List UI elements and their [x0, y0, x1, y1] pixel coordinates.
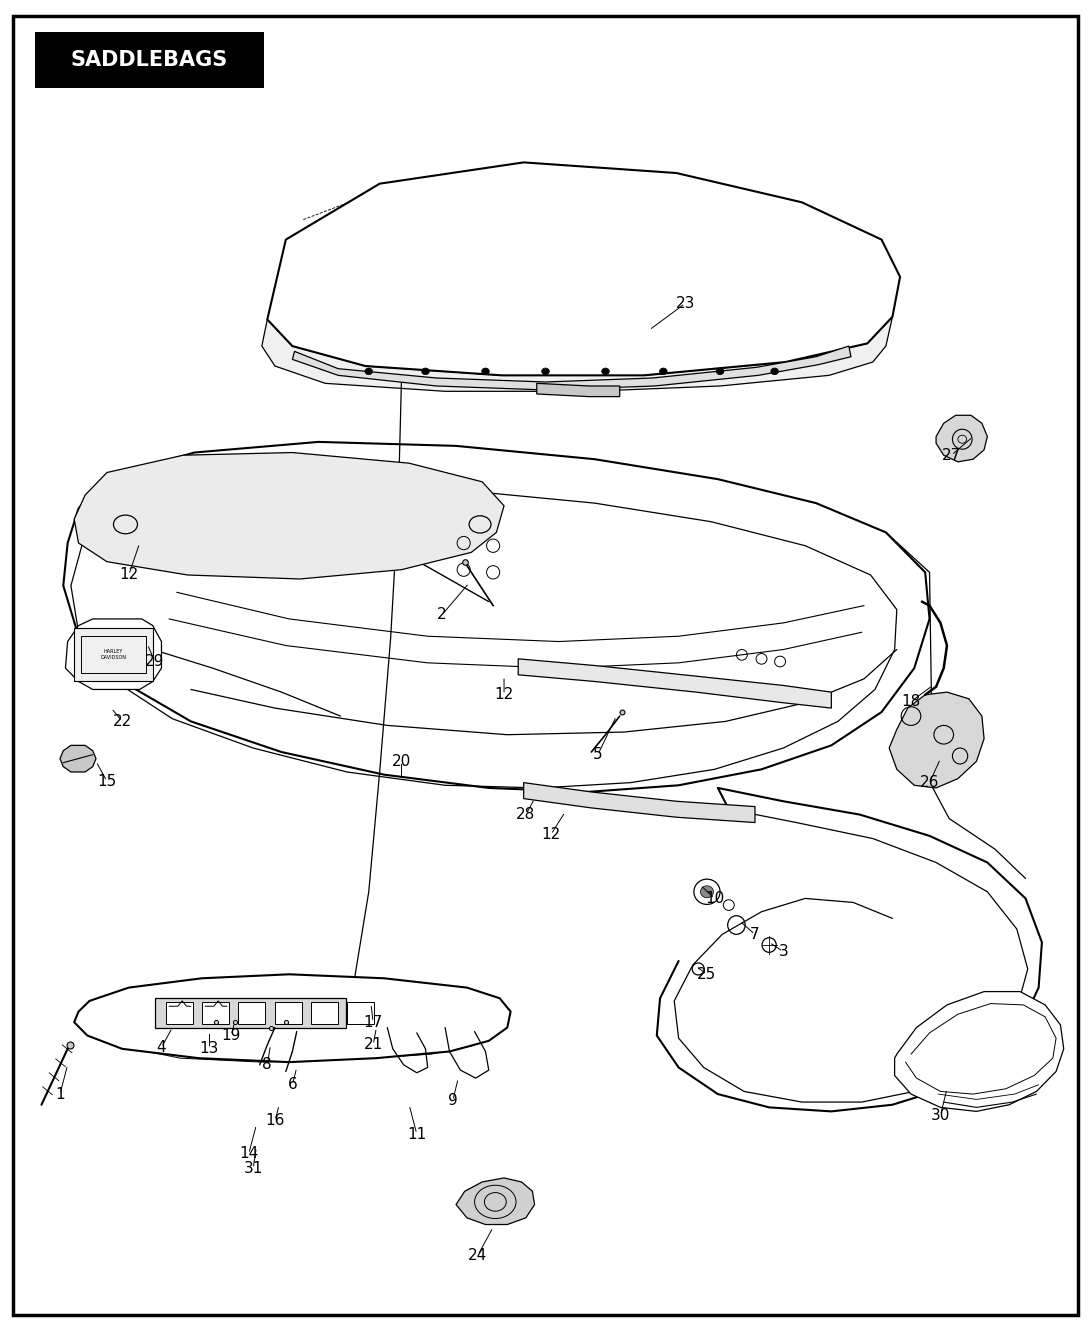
Text: 8: 8 [263, 1057, 272, 1073]
Polygon shape [524, 783, 755, 823]
Bar [275, 1002, 302, 1024]
Text: HARLEY
DAVIDSON: HARLEY DAVIDSON [100, 650, 127, 660]
Ellipse shape [422, 367, 430, 375]
Text: 20: 20 [392, 753, 411, 769]
Text: 12: 12 [541, 827, 561, 843]
Bar [74, 628, 153, 681]
Text: 26: 26 [920, 775, 939, 791]
Polygon shape [74, 974, 511, 1062]
Ellipse shape [542, 367, 549, 375]
Text: 30: 30 [931, 1107, 950, 1123]
Text: 11: 11 [407, 1126, 427, 1142]
Polygon shape [267, 162, 900, 375]
Bar [166, 1002, 193, 1024]
Text: 31: 31 [243, 1161, 263, 1177]
Bar [238, 1002, 265, 1024]
Text: 1: 1 [56, 1086, 64, 1102]
Text: 29: 29 [145, 654, 165, 669]
Text: 23: 23 [675, 295, 695, 311]
Ellipse shape [659, 367, 667, 375]
Text: 18: 18 [901, 693, 921, 709]
Polygon shape [895, 992, 1064, 1111]
Text: 5: 5 [594, 747, 602, 763]
Text: 22: 22 [112, 713, 132, 729]
Polygon shape [537, 383, 620, 397]
Text: 28: 28 [516, 807, 536, 823]
Bar [347, 1002, 374, 1024]
Text: 19: 19 [221, 1028, 241, 1044]
Polygon shape [65, 619, 161, 689]
Text: 21: 21 [363, 1037, 383, 1053]
Polygon shape [74, 453, 504, 579]
Text: 17: 17 [363, 1014, 383, 1030]
Text: 24: 24 [468, 1247, 488, 1263]
Text: 25: 25 [697, 966, 717, 982]
Polygon shape [936, 415, 987, 462]
Bar [311, 1002, 338, 1024]
Text: 15: 15 [97, 773, 117, 789]
Ellipse shape [365, 367, 373, 375]
Text: 12: 12 [119, 567, 139, 583]
Polygon shape [456, 1178, 535, 1225]
Text: 6: 6 [288, 1077, 297, 1093]
Text: 10: 10 [705, 890, 724, 906]
Text: SADDLEBAGS: SADDLEBAGS [71, 49, 228, 71]
Text: 9: 9 [448, 1093, 457, 1109]
Polygon shape [63, 442, 930, 792]
Text: 2: 2 [437, 607, 446, 623]
Ellipse shape [717, 367, 724, 375]
Polygon shape [889, 692, 984, 788]
Bar [155, 998, 346, 1028]
Ellipse shape [770, 367, 779, 375]
Bar [81, 636, 146, 673]
Text: 3: 3 [779, 944, 788, 960]
Text: 14: 14 [239, 1146, 259, 1162]
Text: 12: 12 [494, 687, 514, 703]
Polygon shape [292, 346, 851, 390]
Ellipse shape [602, 367, 610, 375]
Bar [202, 1002, 229, 1024]
Bar [35, 32, 264, 88]
Text: 16: 16 [265, 1113, 285, 1129]
Polygon shape [518, 659, 831, 708]
Text: 13: 13 [200, 1041, 219, 1057]
Text: 27: 27 [942, 447, 961, 463]
Polygon shape [262, 317, 892, 391]
Text: 4: 4 [157, 1040, 166, 1055]
Text: 7: 7 [751, 926, 759, 942]
Ellipse shape [482, 367, 489, 375]
Polygon shape [60, 745, 96, 772]
Ellipse shape [700, 886, 714, 897]
